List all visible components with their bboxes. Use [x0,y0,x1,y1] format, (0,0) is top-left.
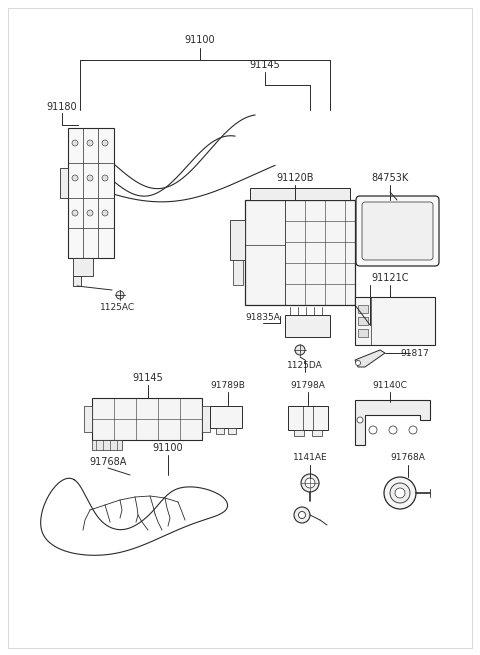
Text: 91768A: 91768A [391,453,425,462]
Circle shape [390,483,410,503]
Circle shape [87,140,93,146]
Bar [84,406,92,432]
Circle shape [87,210,93,216]
Circle shape [384,477,416,509]
Text: 91100: 91100 [185,35,216,45]
Text: 91180: 91180 [47,102,77,112]
Circle shape [395,488,405,498]
Bar [355,297,435,345]
Bar [210,406,242,428]
Circle shape [357,417,363,423]
Text: 91835A: 91835A [246,314,280,322]
Bar [358,305,368,313]
Bar [230,220,245,260]
Bar [68,128,114,258]
Bar [288,406,328,430]
Bar [73,258,93,276]
Text: 1125DA: 1125DA [287,360,323,369]
Circle shape [102,140,108,146]
Bar [202,406,210,432]
Text: 91789B: 91789B [211,381,245,390]
Circle shape [72,140,78,146]
Text: 1141AE: 1141AE [293,453,327,462]
Bar [233,260,243,285]
Circle shape [72,175,78,181]
Text: 91100: 91100 [153,443,183,453]
Circle shape [356,360,360,365]
Bar [60,168,68,198]
Bar [73,276,81,286]
Bar [228,428,236,434]
Text: 91768A: 91768A [89,457,127,467]
Text: 91145: 91145 [132,373,163,383]
Bar [250,188,350,200]
Bar [294,430,304,436]
Text: 91140C: 91140C [372,381,408,390]
Circle shape [294,507,310,523]
Text: 91145: 91145 [250,60,280,70]
Polygon shape [355,350,385,367]
FancyBboxPatch shape [356,196,439,266]
Bar [245,200,355,305]
Circle shape [409,426,417,434]
Bar [312,430,322,436]
Circle shape [102,175,108,181]
Polygon shape [355,400,430,445]
Circle shape [299,512,305,519]
Bar [285,315,330,337]
Bar [358,329,368,337]
Bar [92,440,122,450]
Circle shape [116,291,124,299]
Text: 1125AC: 1125AC [100,303,135,312]
Circle shape [389,426,397,434]
Text: 91798A: 91798A [290,381,325,390]
Circle shape [102,210,108,216]
Circle shape [305,478,315,488]
Circle shape [72,210,78,216]
Text: 91120B: 91120B [276,173,314,183]
Text: 91121C: 91121C [371,273,409,283]
FancyBboxPatch shape [362,202,433,260]
Text: 91817: 91817 [401,348,430,358]
Circle shape [295,345,305,355]
Bar [358,317,368,325]
Bar [216,428,224,434]
Bar [92,398,202,440]
Circle shape [369,426,377,434]
Circle shape [87,175,93,181]
Circle shape [301,474,319,492]
Text: 84753K: 84753K [372,173,408,183]
